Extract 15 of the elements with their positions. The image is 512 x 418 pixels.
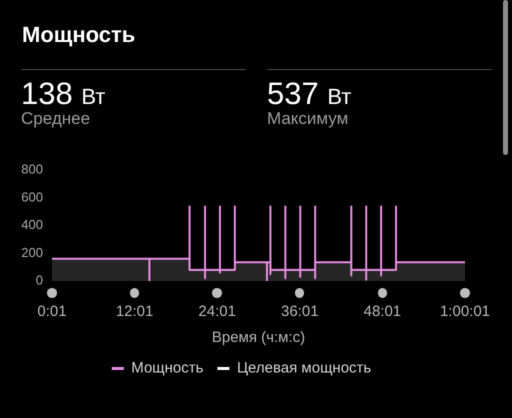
x-axis-title: Время (ч:м:с): [212, 329, 306, 346]
y-tick-label: 400: [21, 217, 43, 232]
x-tick-label: 24:01: [198, 303, 236, 320]
y-tick-label: 600: [21, 189, 43, 204]
x-tick-label: 12:01: [116, 303, 154, 320]
y-tick-label: 800: [21, 162, 43, 177]
chart-title: Мощность: [22, 22, 136, 48]
legend-label: Мощность: [131, 360, 204, 377]
y-tick-label: 200: [21, 244, 43, 260]
x-tick-label: 0:01: [37, 303, 67, 320]
legend-label: Целевая мощность: [236, 360, 372, 377]
y-tick-label: 0: [36, 272, 43, 288]
x-tick-label: 1:00:01: [440, 303, 490, 320]
x-tick-label: 36:01: [281, 303, 319, 320]
x-tick-label: 48:01: [364, 303, 402, 320]
